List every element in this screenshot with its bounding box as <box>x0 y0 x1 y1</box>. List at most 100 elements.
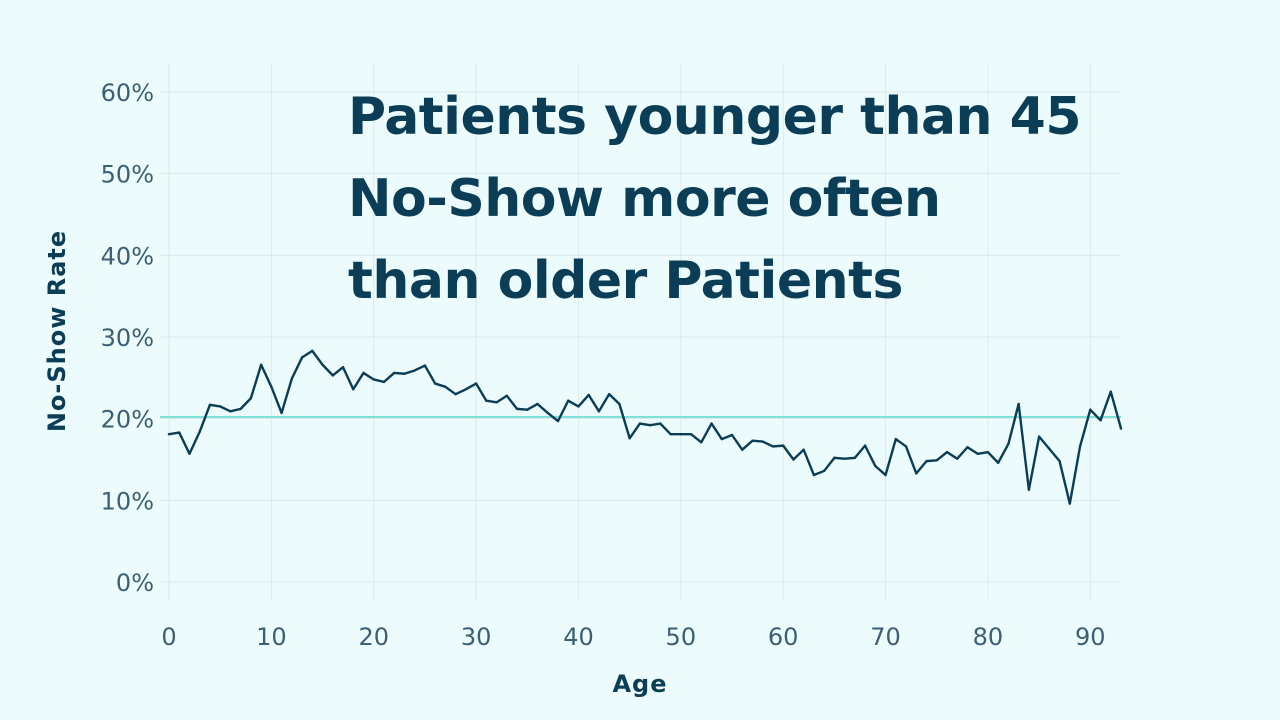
data-point <box>607 392 611 396</box>
data-point <box>966 446 969 449</box>
data-point <box>208 403 212 406</box>
data-point <box>556 419 560 423</box>
data-point <box>720 437 723 441</box>
data-point <box>996 461 1000 464</box>
x-tick-label: 10 <box>256 623 287 651</box>
data-point <box>659 422 662 425</box>
data-point <box>577 405 580 408</box>
data-point <box>239 407 242 411</box>
y-tick-label: 0% <box>116 569 154 597</box>
data-point <box>812 473 816 477</box>
data-point <box>679 432 683 436</box>
data-point <box>352 388 355 391</box>
data-point <box>372 378 375 381</box>
data-point <box>1007 442 1010 446</box>
y-axis-title: No-Show Rate <box>43 230 71 432</box>
data-point <box>464 388 468 391</box>
data-point <box>822 469 826 473</box>
data-point <box>761 440 764 443</box>
x-tick-label: 60 <box>768 623 799 651</box>
data-point <box>393 371 396 375</box>
data-point <box>587 393 590 397</box>
data-point <box>178 431 181 434</box>
data-point <box>925 459 928 463</box>
data-point <box>495 401 498 404</box>
data-point <box>781 444 785 447</box>
data-point <box>413 369 416 372</box>
data-point <box>249 397 253 400</box>
data-point <box>1027 488 1031 491</box>
data-point <box>884 473 887 477</box>
data-point <box>167 432 171 436</box>
data-point <box>229 410 232 413</box>
y-tick-label: 30% <box>101 324 154 352</box>
data-point <box>771 445 775 448</box>
y-tick-label: 50% <box>101 161 154 189</box>
data-point <box>423 364 427 367</box>
data-point <box>945 450 949 454</box>
data-point <box>188 452 191 455</box>
data-point <box>976 452 979 455</box>
data-point <box>1017 402 1020 406</box>
data-point <box>567 399 570 402</box>
data-point <box>485 399 488 402</box>
data-point <box>894 437 897 441</box>
data-point <box>546 411 549 415</box>
data-point <box>689 432 693 436</box>
x-tick-label: 0 <box>161 623 176 651</box>
data-point <box>741 448 744 451</box>
data-point <box>444 385 447 389</box>
data-point <box>526 408 529 411</box>
data-point <box>218 405 222 408</box>
no-show-rate-line <box>167 349 1123 505</box>
data-point <box>648 424 652 427</box>
data-point <box>300 356 304 359</box>
data-point <box>1037 435 1041 438</box>
data-point <box>863 444 867 447</box>
data-point <box>1048 447 1051 451</box>
data-point <box>792 458 795 461</box>
data-point <box>362 371 365 375</box>
data-point <box>597 410 601 413</box>
data-point <box>311 349 314 353</box>
data-point <box>290 377 294 380</box>
data-point <box>915 472 918 475</box>
data-point <box>935 459 938 462</box>
data-point <box>1119 427 1123 430</box>
x-tick-label: 70 <box>870 623 901 651</box>
data-point <box>710 422 713 425</box>
data-point <box>331 374 334 377</box>
data-point <box>638 422 642 425</box>
data-point <box>433 382 437 385</box>
data-point <box>1058 459 1061 463</box>
data-point <box>730 433 734 437</box>
y-axis-ticks: 0% 10% 20% 30% 40% 50% 60% <box>101 79 154 597</box>
data-point <box>341 366 345 369</box>
data-point <box>1068 502 1072 505</box>
x-axis-ticks: 0 10 20 30 40 50 60 70 80 90 <box>161 623 1105 651</box>
data-point <box>1089 408 1092 411</box>
data-point <box>1099 419 1102 422</box>
data-point <box>259 363 263 366</box>
data-point <box>454 392 457 396</box>
data-point <box>956 457 959 460</box>
x-tick-label: 50 <box>666 623 697 651</box>
x-tick-label: 40 <box>563 623 594 651</box>
y-tick-label: 10% <box>101 487 154 515</box>
y-tick-label: 40% <box>101 242 154 270</box>
data-point <box>403 372 406 375</box>
data-point <box>280 411 283 415</box>
data-point <box>618 402 621 406</box>
data-point <box>536 402 539 406</box>
data-point <box>628 437 631 440</box>
series-layer <box>167 349 1123 505</box>
data-point <box>515 407 519 411</box>
headline-line-3: than older Patients <box>348 251 903 311</box>
data-point <box>270 385 273 389</box>
data-point <box>474 382 478 385</box>
grid-lines <box>160 64 1121 600</box>
data-point <box>321 363 324 366</box>
x-axis-title: Age <box>612 670 667 698</box>
